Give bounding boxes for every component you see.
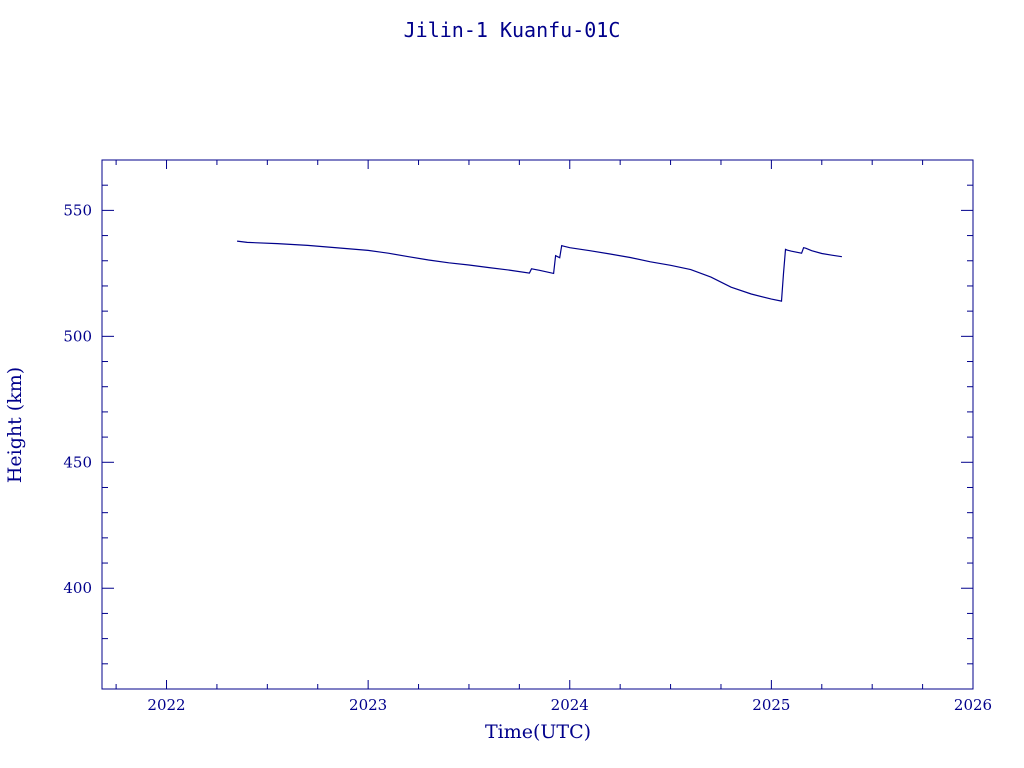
axis-ticks — [102, 159, 974, 690]
x-axis-label: Time(UTC) — [485, 721, 591, 743]
x-tick-label: 2022 — [147, 696, 185, 714]
y-axis-tick-labels: 400 450 500 550 — [63, 201, 92, 597]
y-tick-label: 500 — [63, 327, 92, 345]
series-line — [237, 240, 842, 302]
x-tick-label: 2023 — [349, 696, 387, 714]
y-tick-label: 550 — [63, 201, 92, 219]
chart-title: Jilin-1 Kuanfu-01C — [404, 18, 621, 42]
x-tick-label: 2024 — [551, 696, 589, 714]
x-tick-label: 2026 — [954, 696, 992, 714]
y-tick-label: 400 — [63, 579, 92, 597]
y-tick-label: 450 — [63, 453, 92, 471]
x-tick-label: 2025 — [752, 696, 790, 714]
x-axis-tick-labels: 2022 2023 2024 2025 2026 — [147, 696, 992, 714]
plot-frame — [101, 159, 974, 690]
y-axis-label: Height (km) — [4, 367, 26, 483]
